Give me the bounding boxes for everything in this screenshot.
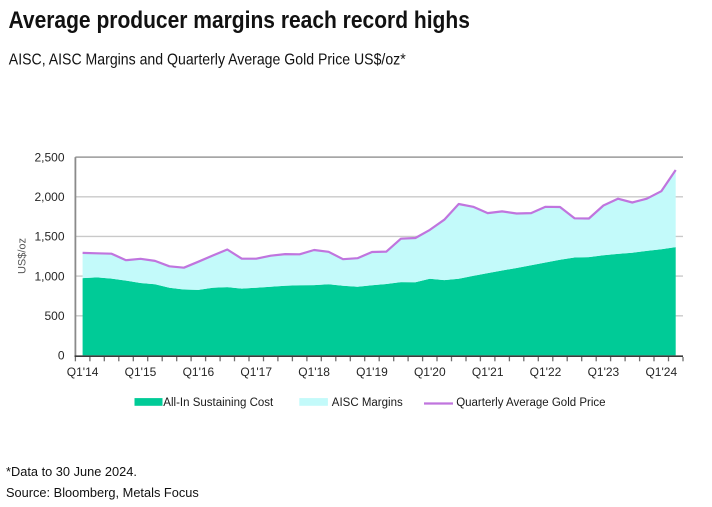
svg-text:Q1'15: Q1'15 bbox=[125, 365, 157, 379]
svg-text:All-In Sustaining Cost: All-In Sustaining Cost bbox=[163, 397, 274, 409]
svg-text:1,500: 1,500 bbox=[34, 230, 64, 244]
svg-text:Q1'18: Q1'18 bbox=[298, 365, 330, 379]
svg-text:2,500: 2,500 bbox=[34, 150, 64, 164]
svg-text:US$/oz: US$/oz bbox=[16, 238, 28, 274]
svg-text:Q1'16: Q1'16 bbox=[183, 365, 215, 379]
svg-text:Q1'19: Q1'19 bbox=[356, 365, 388, 379]
svg-text:Q1'17: Q1'17 bbox=[240, 365, 272, 379]
svg-text:0: 0 bbox=[58, 349, 65, 363]
svg-text:2,000: 2,000 bbox=[34, 190, 64, 204]
svg-text:500: 500 bbox=[44, 309, 64, 323]
svg-text:AISC Margins: AISC Margins bbox=[332, 397, 403, 409]
svg-text:Q1'23: Q1'23 bbox=[588, 365, 620, 379]
svg-text:Quarterly Average Gold Price: Quarterly Average Gold Price bbox=[456, 397, 605, 409]
svg-text:Q1'21: Q1'21 bbox=[472, 365, 504, 379]
svg-text:Q1'14: Q1'14 bbox=[67, 365, 99, 379]
svg-text:Q1'22: Q1'22 bbox=[530, 365, 562, 379]
svg-text:Q1'20: Q1'20 bbox=[414, 365, 446, 379]
svg-text:1,000: 1,000 bbox=[34, 269, 64, 283]
svg-text:Q1'24: Q1'24 bbox=[645, 365, 677, 379]
